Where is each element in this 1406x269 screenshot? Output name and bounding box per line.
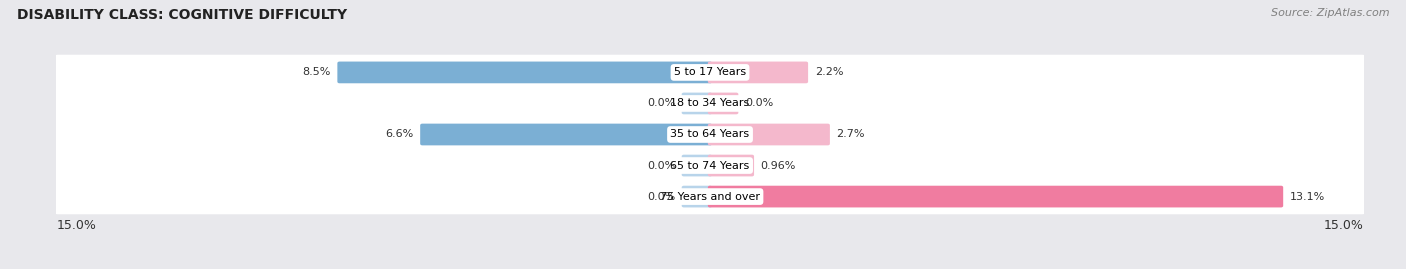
- Text: 13.1%: 13.1%: [1289, 192, 1324, 201]
- FancyBboxPatch shape: [707, 124, 830, 145]
- Text: 0.0%: 0.0%: [647, 98, 675, 108]
- FancyBboxPatch shape: [420, 124, 713, 145]
- Text: 0.0%: 0.0%: [647, 161, 675, 171]
- FancyBboxPatch shape: [52, 117, 1368, 152]
- FancyBboxPatch shape: [682, 155, 713, 176]
- Text: 0.0%: 0.0%: [647, 192, 675, 201]
- FancyBboxPatch shape: [707, 155, 754, 176]
- FancyBboxPatch shape: [52, 86, 1368, 121]
- FancyBboxPatch shape: [52, 179, 1368, 214]
- Text: 5 to 17 Years: 5 to 17 Years: [673, 68, 747, 77]
- Text: 15.0%: 15.0%: [1324, 219, 1364, 232]
- FancyBboxPatch shape: [682, 186, 713, 207]
- Text: 15.0%: 15.0%: [56, 219, 96, 232]
- Text: 0.0%: 0.0%: [745, 98, 773, 108]
- FancyBboxPatch shape: [337, 62, 713, 83]
- Text: 75 Years and over: 75 Years and over: [659, 192, 761, 201]
- Text: 6.6%: 6.6%: [385, 129, 413, 140]
- Text: 2.2%: 2.2%: [814, 68, 844, 77]
- Text: DISABILITY CLASS: COGNITIVE DIFFICULTY: DISABILITY CLASS: COGNITIVE DIFFICULTY: [17, 8, 347, 22]
- FancyBboxPatch shape: [707, 186, 1284, 207]
- Text: 2.7%: 2.7%: [837, 129, 865, 140]
- Text: Source: ZipAtlas.com: Source: ZipAtlas.com: [1271, 8, 1389, 18]
- Text: 35 to 64 Years: 35 to 64 Years: [671, 129, 749, 140]
- Text: 18 to 34 Years: 18 to 34 Years: [671, 98, 749, 108]
- FancyBboxPatch shape: [682, 93, 713, 114]
- Text: 65 to 74 Years: 65 to 74 Years: [671, 161, 749, 171]
- FancyBboxPatch shape: [707, 93, 738, 114]
- Text: 0.96%: 0.96%: [761, 161, 796, 171]
- Text: 8.5%: 8.5%: [302, 68, 330, 77]
- FancyBboxPatch shape: [52, 148, 1368, 183]
- FancyBboxPatch shape: [52, 55, 1368, 90]
- FancyBboxPatch shape: [707, 62, 808, 83]
